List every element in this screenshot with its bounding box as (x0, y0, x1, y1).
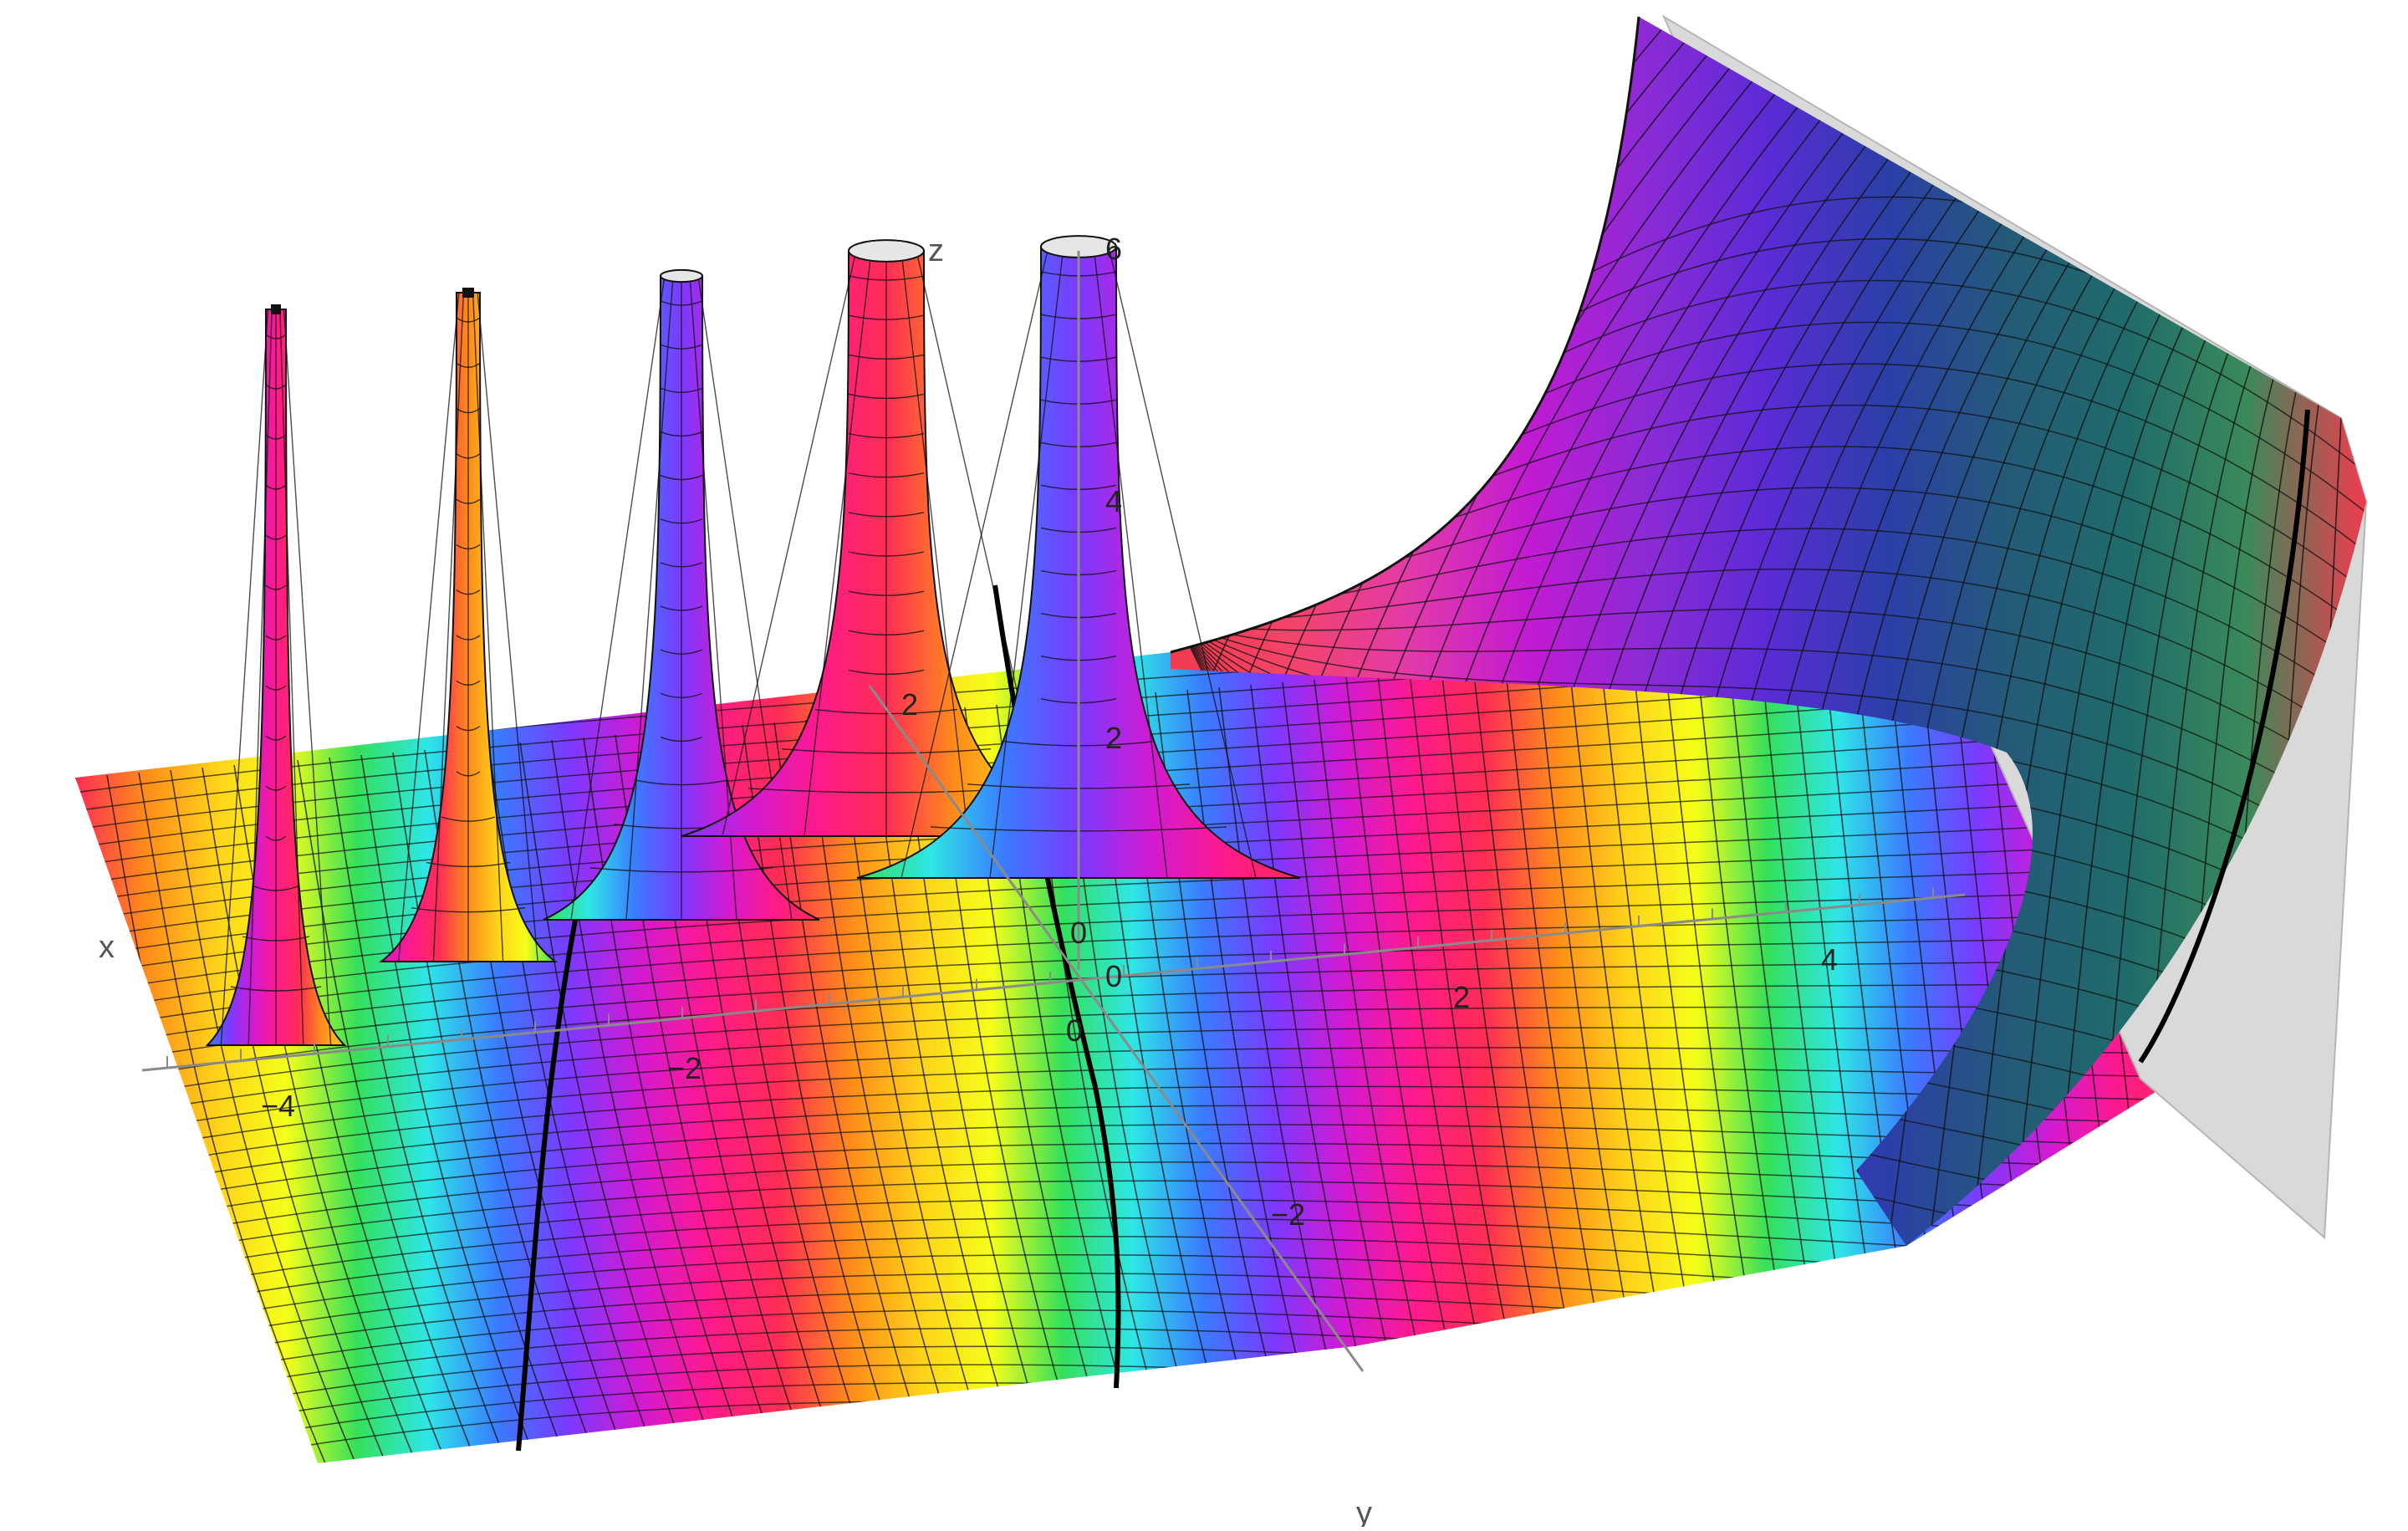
mesh-line-horizontal (75, 1006, 2191, 1110)
mesh-line-vertical (233, 764, 427, 1463)
wall-bold-contour (2138, 409, 2310, 1064)
mesh-line-horizontal (75, 1047, 2191, 1146)
mesh-line-horizontal (75, 1198, 2191, 1294)
wall-mesh-horizontal (1171, 611, 2366, 874)
y-tick-label: −2 (1271, 1197, 1305, 1232)
x-tick-label: 0 (1066, 1013, 1083, 1048)
spike-mesh-line (722, 250, 857, 837)
spike-tip (462, 288, 474, 298)
mesh-line-horizontal (75, 1161, 2191, 1257)
spike-mesh-line (900, 246, 1049, 879)
mesh-line-vertical (360, 754, 548, 1463)
mesh-line-horizontal (75, 959, 2191, 1073)
y-tick-labels: −2 0 2 (901, 687, 1305, 1232)
x-tick-label: −2 (667, 1051, 701, 1085)
spike-mesh-line (900, 250, 969, 837)
bold-contour-line (516, 911, 579, 1452)
spike-mesh-line (989, 246, 1064, 879)
mesh-line-horizontal (75, 1085, 2191, 1183)
spike-mesh-line (432, 292, 465, 962)
x-tick-label: 2 (1453, 980, 1470, 1014)
x-tick-labels: −4 −2 0 2 4 (261, 942, 1838, 1123)
x-axis-label: x (99, 930, 115, 965)
spike-mesh-line (283, 309, 332, 1046)
spike-mesh-line (570, 275, 666, 921)
spike-mesh-line (220, 309, 269, 1046)
mesh-line-horizontal (75, 1124, 2191, 1220)
spike-mesh-line (1093, 246, 1168, 879)
wall-mesh-vertical (1968, 314, 2161, 1246)
z-axis-label: z (928, 233, 944, 268)
mesh-line-vertical (202, 767, 397, 1463)
y-axis-label: y (1356, 1496, 1372, 1527)
spike (205, 304, 347, 1046)
z-tick-labels: 0 2 4 6 (1070, 232, 1122, 950)
z-tick-label: 0 (1070, 916, 1087, 950)
wall-mesh-vertical (2009, 327, 2184, 1246)
x-axis-tick-marks (166, 887, 1934, 1068)
spike-mesh-line (1108, 246, 1257, 879)
spike-mesh-line (477, 292, 538, 962)
spike-cut-top (660, 268, 703, 283)
mesh-line-horizontal (75, 1066, 2191, 1165)
mesh-line-vertical (329, 757, 518, 1463)
z-tick-label: 4 (1105, 484, 1122, 518)
mesh-line-horizontal (75, 842, 2191, 981)
spike-mesh-line (398, 292, 460, 962)
axes (141, 251, 1966, 1372)
spike-mesh-line (472, 292, 504, 962)
mesh-line-horizontal (75, 982, 2191, 1091)
z-tick-label: 6 (1105, 232, 1122, 266)
mesh-line-horizontal (75, 889, 2191, 1018)
spike-tip (271, 304, 281, 314)
wall-mesh-horizontal (1171, 615, 2366, 834)
spike-mesh-line (279, 309, 304, 1046)
mesh-line-vertical (170, 769, 367, 1463)
spike-mesh-line (689, 275, 737, 921)
mesh-line-horizontal (75, 1142, 2191, 1238)
mesh-line-vertical (138, 772, 337, 1463)
x-axis-line (141, 893, 1966, 1072)
mesh-line-vertical (487, 744, 668, 1463)
spike-mesh-line (625, 275, 674, 921)
wall-mesh-horizontal (1171, 568, 2366, 756)
y-tick-label: 0 (1105, 959, 1122, 993)
mesh-line-horizontal (75, 1027, 2191, 1128)
spike-mesh-line (804, 250, 872, 837)
x-tick-label: −4 (261, 1089, 295, 1123)
mesh-line-horizontal (75, 912, 2191, 1036)
spike-mesh-line (247, 309, 273, 1046)
mesh-line-horizontal (75, 865, 2191, 999)
y-axis-line (868, 685, 1365, 1372)
mesh-line-vertical (583, 737, 758, 1463)
mesh-line-horizontal (75, 1105, 2191, 1202)
y-tick-label: 2 (901, 687, 918, 722)
z-tick-label: 2 (1105, 721, 1122, 755)
wall-top-edge (1170, 16, 1640, 654)
mesh-line-horizontal (75, 1217, 2191, 1312)
mesh-line-horizontal (75, 1180, 2191, 1275)
spike (379, 288, 558, 962)
x-tick-label: 4 (1821, 942, 1838, 977)
wall-surface (1171, 17, 2366, 1246)
spike-cut-top (848, 239, 925, 263)
mesh-line-vertical (551, 739, 728, 1463)
wall-mesh-horizontal (1171, 608, 2366, 795)
